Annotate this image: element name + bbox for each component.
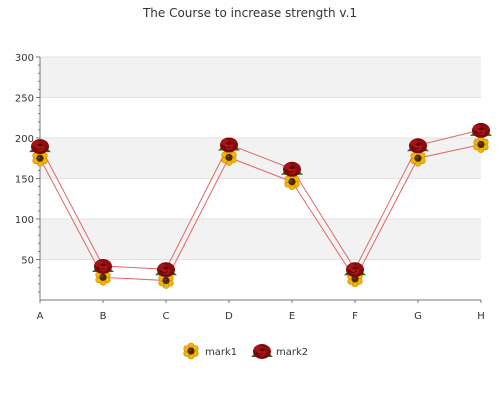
y-tick-label: 100 [15,215,34,226]
rose-icon [250,343,274,360]
legend-label: mark1 [205,347,237,358]
legend: mark1 mark2 [183,342,308,360]
x-tick-label: F [352,311,358,322]
x-tick-label: E [289,311,295,322]
y-tick-label: 200 [15,134,34,145]
background-band [40,57,481,98]
data-point-mark1 [473,135,489,153]
series-line-mark2 [39,129,482,271]
x-tick-label: G [414,311,422,322]
chart-title: The Course to increase strength v.1 [142,6,357,20]
legend-label: mark2 [276,347,308,358]
x-tick-label: H [477,311,485,322]
data-point-mark2 [91,258,115,275]
background-band [40,138,481,179]
x-tick-label: D [225,311,233,322]
x-tick-label: B [100,311,107,322]
data-point-mark2 [469,122,493,139]
y-axis: 50 100 150 200 250 300 [15,53,41,300]
y-tick-label: 50 [21,256,34,267]
series-lines [39,129,482,282]
y-tick-label: 250 [15,94,34,105]
background-bands [40,57,481,260]
y-tick-label: 150 [15,175,34,186]
x-tick-label: A [37,311,44,322]
x-axis: A B C D E F G H [37,299,485,322]
y-tick-label: 300 [15,53,34,64]
x-tick-label: C [163,311,170,322]
gridlines [40,56,481,260]
background-band [40,219,481,260]
series-line-mark1 [39,143,482,282]
sunflower-icon [183,342,199,360]
